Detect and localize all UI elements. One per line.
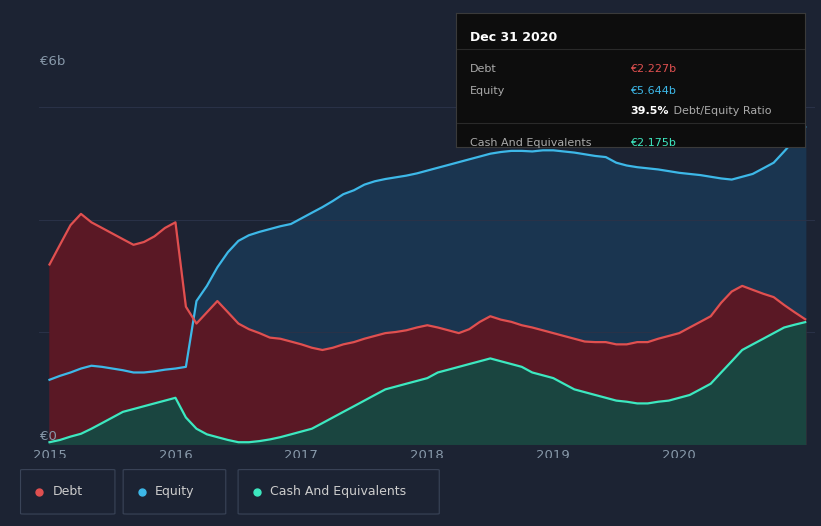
Text: Equity: Equity — [155, 485, 195, 498]
Text: Cash And Equivalents: Cash And Equivalents — [270, 485, 406, 498]
FancyBboxPatch shape — [123, 470, 226, 514]
Text: Equity: Equity — [470, 86, 505, 96]
Text: Debt: Debt — [53, 485, 83, 498]
Text: Debt/Equity Ratio: Debt/Equity Ratio — [670, 106, 772, 116]
Text: €5.644b: €5.644b — [631, 86, 676, 96]
Text: €0: €0 — [40, 430, 57, 443]
Text: 39.5%: 39.5% — [631, 106, 668, 116]
Text: Dec 31 2020: Dec 31 2020 — [470, 31, 557, 44]
Text: €6b: €6b — [40, 55, 66, 68]
Text: Debt: Debt — [470, 64, 497, 74]
Text: €2.175b: €2.175b — [631, 138, 676, 148]
Text: €2.227b: €2.227b — [631, 64, 677, 74]
FancyBboxPatch shape — [21, 470, 115, 514]
Text: Cash And Equivalents: Cash And Equivalents — [470, 138, 591, 148]
FancyBboxPatch shape — [238, 470, 439, 514]
